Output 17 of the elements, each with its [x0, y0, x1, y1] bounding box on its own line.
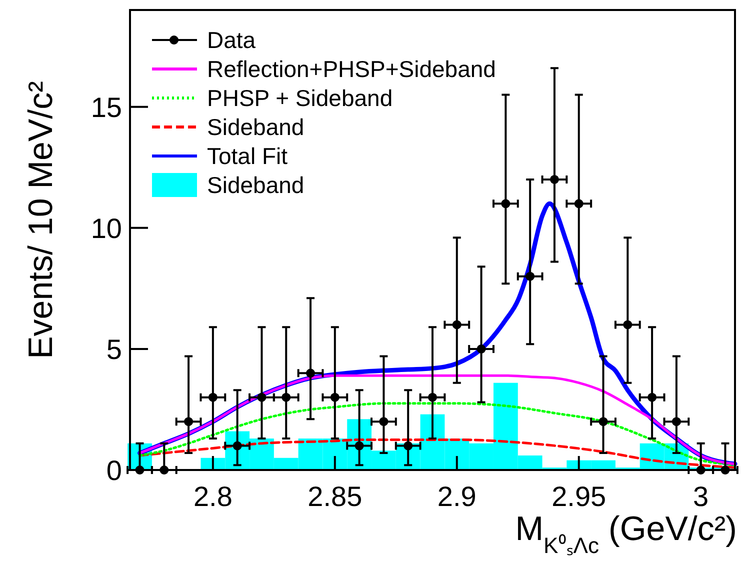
- y-tick-label: 10: [90, 212, 122, 244]
- x-tick-label: 2.85: [308, 481, 362, 512]
- legend-label: Sideband: [207, 114, 304, 140]
- x-tick-label: 3: [693, 481, 709, 512]
- x-tick-label: 2.9: [437, 481, 476, 512]
- y-tick-label: 0: [106, 455, 122, 486]
- x-tick-label: 2.95: [552, 481, 606, 512]
- legend-label: Total Fit: [207, 143, 288, 169]
- x-tick-label: 2.8: [193, 481, 232, 512]
- x-axis-title: M$_{K⁰ₛΛc}$ (GeV/c²): [515, 510, 737, 558]
- y-tick-label: 5: [106, 334, 122, 365]
- y-tick-label: 15: [90, 92, 122, 123]
- legend-label: PHSP + Sideband: [207, 85, 393, 111]
- legend-label: Sideband: [207, 172, 304, 198]
- y-axis-title: Events/ 10 MeV/c²: [22, 81, 60, 359]
- legend-label: Data: [207, 27, 256, 53]
- legend-label: Reflection+PHSP+Sideband: [207, 56, 496, 82]
